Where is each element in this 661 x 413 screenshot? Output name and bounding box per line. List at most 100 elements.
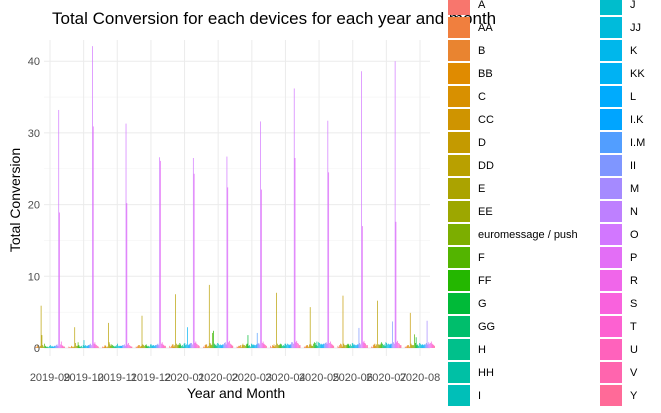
- bar-n-2020-02: [225, 344, 227, 348]
- bar-m-2020-01: [191, 342, 192, 348]
- bar-gg-2020-02: [214, 345, 216, 348]
- bar-e-2019-11: [108, 342, 110, 348]
- bar-u-2020-08: [432, 344, 434, 348]
- legend-key: [448, 155, 470, 176]
- legend-label: DD: [478, 160, 494, 172]
- bar-v-2020-06: [366, 345, 367, 348]
- bar-euromessage-push-2019-12: [144, 345, 145, 348]
- bar-u-2019-09: [62, 345, 64, 348]
- legend-key: [600, 86, 622, 107]
- bar-i-k-2019-11: [121, 345, 123, 348]
- legend-key: [448, 385, 470, 406]
- bar-u-2020-03: [264, 344, 266, 348]
- bar-c-2019-10: [71, 346, 73, 348]
- bar-c-2019-11: [105, 345, 107, 348]
- bar-e-2019-10: [75, 342, 76, 348]
- bar-dd-2020-02: [208, 284, 210, 348]
- bar-d-2020-03: [241, 345, 243, 348]
- bar-g-2020-08: [415, 337, 417, 348]
- legend-key: [448, 293, 470, 314]
- bar-i-m-2020-05: [324, 343, 325, 348]
- bar-h-2019-09: [47, 346, 49, 348]
- bar-jj-2020-06: [353, 345, 355, 348]
- bar-aa-2020-08: [405, 347, 407, 348]
- bar-euromessage-push-2020-01: [177, 344, 179, 348]
- bar-bb-2020-08: [407, 345, 409, 348]
- bar-hh-2020-07: [384, 345, 386, 348]
- y-tick-label: 0: [34, 343, 40, 355]
- bar-r-2019-09: [60, 344, 61, 348]
- legend-key: [600, 132, 622, 153]
- bar-i-2019-09: [49, 345, 50, 348]
- bar-r-2020-02: [228, 342, 229, 348]
- legend-label: I.K: [630, 114, 644, 126]
- bar-bb-2019-09: [37, 344, 39, 348]
- bar-p-2020-04: [294, 158, 296, 348]
- bar-c-2020-07: [374, 343, 376, 348]
- bar-series-group: [34, 46, 435, 349]
- bar-bb-2020-05: [306, 345, 308, 348]
- bar-g-2020-07: [382, 343, 383, 348]
- bar-gg-2020-08: [416, 345, 418, 348]
- bar-b-2020-07: [372, 345, 374, 348]
- bar-m-2020-02: [224, 342, 226, 348]
- bar-ff-2019-10: [78, 345, 80, 348]
- bar-ee-2020-02: [210, 344, 212, 348]
- bar-euromessage-push-2020-08: [413, 345, 414, 348]
- bar-d-2020-06: [342, 295, 344, 348]
- bar-e-2020-08: [411, 345, 413, 348]
- bar-n-2019-11: [124, 345, 126, 348]
- bar-hh-2020-03: [250, 346, 251, 348]
- bar-p-2020-08: [429, 343, 430, 348]
- bar-i-k-2020-08: [424, 344, 425, 348]
- bar-o-2020-06: [361, 71, 362, 349]
- bar-e-2020-02: [209, 342, 211, 348]
- bar-s-2020-02: [229, 340, 230, 348]
- legend-key: [600, 63, 622, 84]
- bar-k-2020-07: [388, 343, 389, 348]
- bar-m-2019-12: [157, 343, 159, 348]
- bar-y-2019-11: [131, 346, 133, 348]
- bar-dd-2020-03: [242, 343, 244, 348]
- bar-b-2020-03: [238, 345, 240, 348]
- bar-l-2020-02: [221, 345, 223, 348]
- bar-c-2020-08: [408, 345, 409, 348]
- bar-euromessage-push-2020-06: [346, 345, 347, 348]
- bar-dd-2020-04: [276, 292, 277, 348]
- bar-p-2020-03: [261, 189, 262, 348]
- legend-key: [600, 339, 622, 360]
- bar-i-k-2020-07: [390, 343, 392, 348]
- bar-j-2020-03: [251, 344, 253, 348]
- bar-n-2020-01: [192, 344, 193, 348]
- x-tick-label: 2020-05: [299, 372, 339, 384]
- bar-i-2020-05: [318, 342, 319, 348]
- bar-i-2019-12: [150, 344, 151, 348]
- bar-k-2020-06: [354, 344, 356, 348]
- x-tick-label: 2019-11: [97, 372, 137, 384]
- legend-key: [600, 224, 622, 245]
- bar-ii-2020-08: [425, 342, 427, 348]
- bar-bb-2019-11: [104, 345, 106, 348]
- bar-i-2019-10: [82, 345, 84, 348]
- bar-gg-2020-06: [349, 345, 351, 348]
- bar-ff-2019-09: [44, 345, 46, 348]
- legend-label: GG: [478, 321, 495, 333]
- bar-e-2019-09: [41, 335, 43, 348]
- bar-ee-2020-07: [378, 344, 380, 348]
- x-axis-label: Year and Month: [187, 385, 285, 401]
- legend-key: [448, 17, 470, 38]
- bar-kk-2019-11: [119, 345, 121, 348]
- bar-ii-2020-04: [291, 342, 293, 348]
- bar-d-2020-01: [174, 345, 176, 348]
- legend-label: C: [478, 91, 486, 103]
- bar-p-2020-01: [193, 173, 195, 348]
- bar-cc-2020-03: [240, 347, 242, 348]
- bar-o-2019-12: [159, 157, 161, 348]
- bar-i-m-2019-11: [122, 345, 124, 348]
- bar-u-2019-10: [96, 345, 97, 348]
- bar-j-2020-07: [386, 342, 388, 348]
- bar-j-2019-09: [50, 345, 51, 348]
- bar-euromessage-push-2019-10: [76, 345, 78, 348]
- bar-euromessage-push-2020-02: [211, 345, 213, 348]
